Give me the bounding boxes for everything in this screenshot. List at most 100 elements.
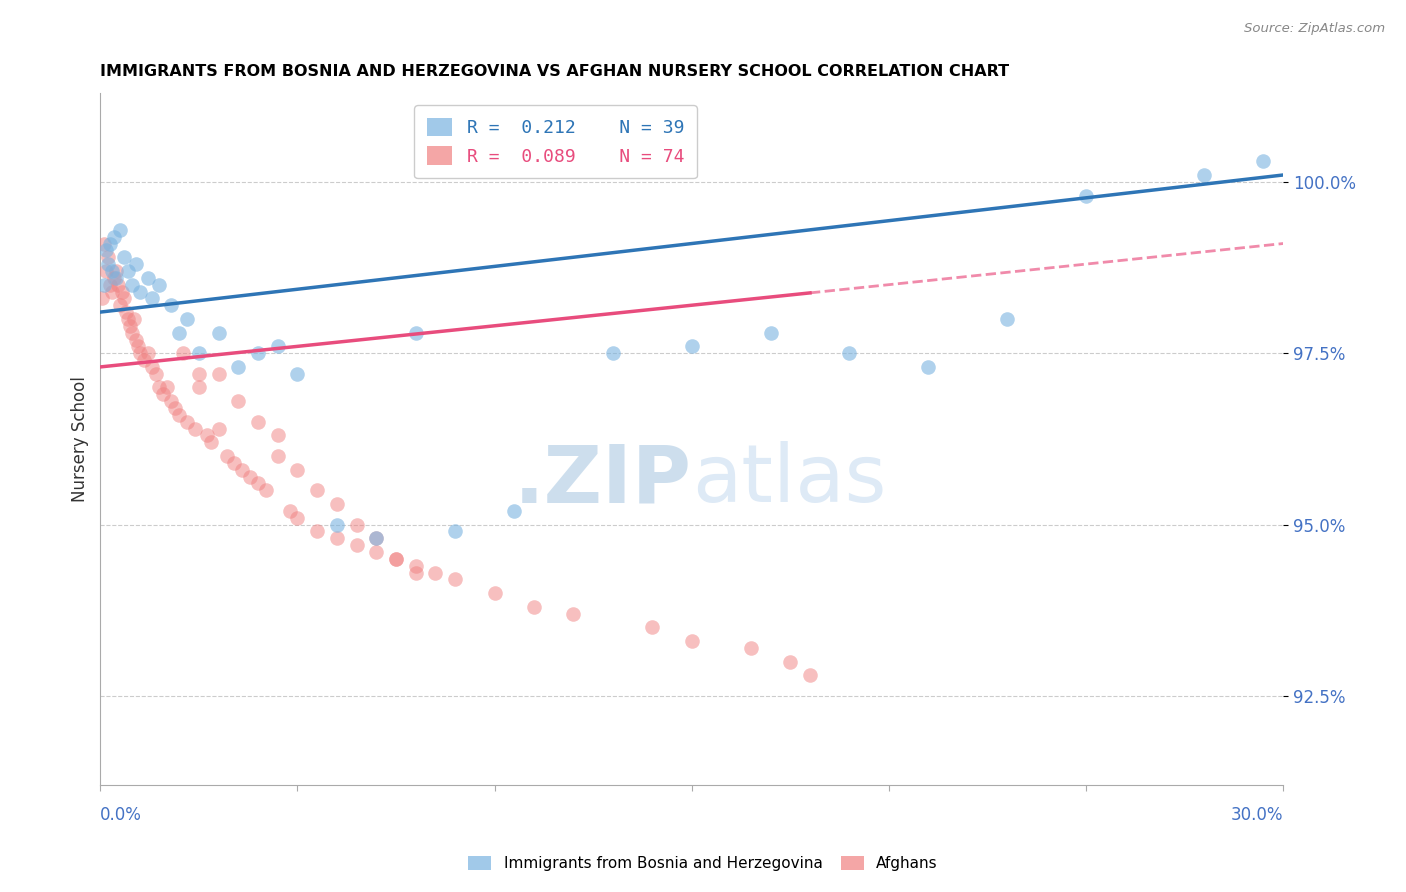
Point xyxy=(152,387,174,401)
Point xyxy=(366,531,388,545)
Point xyxy=(1194,168,1216,182)
Point xyxy=(484,586,506,600)
Point xyxy=(103,270,125,285)
Point xyxy=(97,250,120,264)
Point xyxy=(125,257,148,271)
Point xyxy=(105,270,128,285)
Point xyxy=(187,346,209,360)
Point xyxy=(141,292,163,306)
Point xyxy=(96,244,118,258)
Point xyxy=(740,640,762,655)
Point xyxy=(366,545,388,559)
Point xyxy=(307,524,329,539)
Point xyxy=(121,277,143,292)
Point xyxy=(247,476,270,491)
Point xyxy=(93,277,115,292)
Point xyxy=(759,326,782,340)
Point xyxy=(184,422,207,436)
Point xyxy=(128,346,150,360)
Point xyxy=(326,517,349,532)
Point xyxy=(995,312,1018,326)
Legend: R =  0.212    N = 39, R =  0.089    N = 74: R = 0.212 N = 39, R = 0.089 N = 74 xyxy=(415,105,697,178)
Point xyxy=(108,298,131,312)
Point xyxy=(167,408,190,422)
Text: 30.0%: 30.0% xyxy=(1230,805,1284,823)
Point xyxy=(132,353,155,368)
Point xyxy=(97,257,120,271)
Point xyxy=(267,449,290,463)
Point xyxy=(121,326,143,340)
Point xyxy=(111,285,134,299)
Point xyxy=(103,229,125,244)
Point xyxy=(287,510,309,524)
Point xyxy=(93,236,115,251)
Point xyxy=(128,285,150,299)
Point xyxy=(118,318,141,333)
Point xyxy=(207,326,229,340)
Point xyxy=(176,415,198,429)
Point xyxy=(228,359,250,374)
Point xyxy=(681,339,703,353)
Point xyxy=(115,305,138,319)
Point xyxy=(287,367,309,381)
Point xyxy=(91,292,114,306)
Point xyxy=(1074,188,1097,202)
Point xyxy=(1253,154,1275,169)
Point xyxy=(101,264,124,278)
Point xyxy=(215,449,238,463)
Point xyxy=(278,504,301,518)
Text: atlas: atlas xyxy=(692,442,886,519)
Point xyxy=(112,292,135,306)
Point xyxy=(779,655,801,669)
Point xyxy=(247,346,270,360)
Point xyxy=(405,558,427,573)
Point xyxy=(136,270,159,285)
Point xyxy=(326,531,349,545)
Text: Source: ZipAtlas.com: Source: ZipAtlas.com xyxy=(1244,22,1385,36)
Point xyxy=(231,463,253,477)
Point xyxy=(96,264,118,278)
Point xyxy=(838,346,860,360)
Point xyxy=(562,607,585,621)
Point xyxy=(326,497,349,511)
Point xyxy=(224,456,246,470)
Point xyxy=(125,333,148,347)
Point xyxy=(917,359,939,374)
Point xyxy=(307,483,329,498)
Point xyxy=(346,538,368,552)
Point xyxy=(267,339,290,353)
Point xyxy=(523,599,546,614)
Point xyxy=(108,223,131,237)
Point xyxy=(167,326,190,340)
Point xyxy=(207,422,229,436)
Point xyxy=(267,428,290,442)
Point xyxy=(98,277,121,292)
Point xyxy=(187,380,209,394)
Point xyxy=(117,264,139,278)
Text: 0.0%: 0.0% xyxy=(100,805,142,823)
Point xyxy=(425,566,447,580)
Point xyxy=(148,277,170,292)
Text: IMMIGRANTS FROM BOSNIA AND HERZEGOVINA VS AFGHAN NURSERY SCHOOL CORRELATION CHAR: IMMIGRANTS FROM BOSNIA AND HERZEGOVINA V… xyxy=(100,64,1010,79)
Point xyxy=(228,394,250,409)
Point xyxy=(641,620,664,634)
Point xyxy=(176,312,198,326)
Point xyxy=(366,531,388,545)
Point xyxy=(200,435,222,450)
Point xyxy=(287,463,309,477)
Y-axis label: Nursery School: Nursery School xyxy=(72,376,89,502)
Point xyxy=(105,264,128,278)
Point xyxy=(98,236,121,251)
Point xyxy=(165,401,187,415)
Point xyxy=(145,367,167,381)
Point xyxy=(405,326,427,340)
Point xyxy=(156,380,179,394)
Point xyxy=(122,312,145,326)
Point xyxy=(207,367,229,381)
Point xyxy=(602,346,624,360)
Point xyxy=(254,483,277,498)
Point xyxy=(405,566,427,580)
Point xyxy=(127,339,149,353)
Point xyxy=(117,312,139,326)
Point xyxy=(148,380,170,394)
